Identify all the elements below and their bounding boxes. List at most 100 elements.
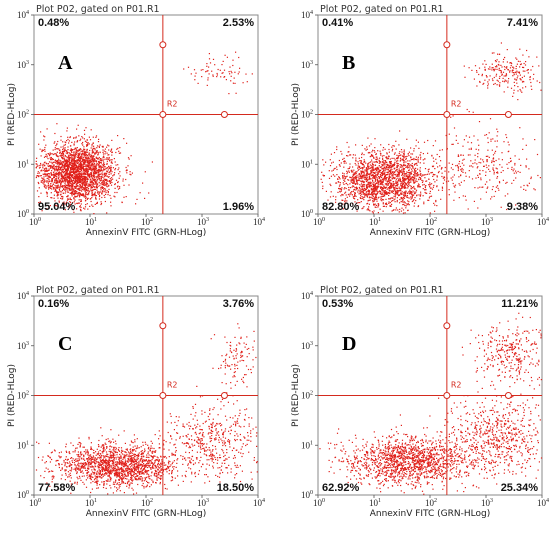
event-dot	[408, 164, 409, 165]
gate-handle[interactable]	[160, 42, 166, 48]
event-dot	[83, 187, 84, 188]
event-dot	[86, 192, 87, 193]
event-dot	[411, 179, 412, 180]
event-dot	[84, 152, 85, 153]
event-dot	[63, 148, 64, 149]
event-dot	[367, 203, 368, 204]
event-dot	[389, 161, 390, 162]
gate-handle[interactable]	[160, 112, 166, 118]
event-dot	[96, 150, 97, 151]
event-dot	[78, 135, 79, 136]
event-dot	[491, 196, 492, 197]
event-dot	[232, 60, 233, 61]
event-dot	[58, 165, 59, 166]
event-dot	[231, 71, 232, 72]
event-dot	[89, 163, 90, 164]
event-dot	[404, 191, 405, 192]
event-dot	[234, 78, 235, 79]
event-dot	[424, 184, 425, 185]
event-dot	[102, 186, 103, 187]
event-dot	[79, 181, 80, 182]
event-dot	[75, 186, 76, 187]
event-dot	[103, 168, 104, 169]
event-dot	[458, 167, 459, 168]
event-dot	[515, 155, 516, 156]
event-dot	[40, 163, 41, 164]
event-dot	[418, 179, 419, 180]
event-dot	[378, 182, 379, 183]
event-dot	[492, 64, 493, 65]
event-dot	[352, 166, 353, 167]
event-dot	[387, 164, 388, 165]
event-dot	[70, 162, 71, 163]
event-dot	[498, 190, 499, 191]
event-dot	[520, 75, 521, 76]
gate-handle[interactable]	[505, 112, 511, 118]
event-dot	[414, 175, 415, 176]
event-dot	[523, 71, 524, 72]
event-dot	[140, 192, 141, 193]
gate-handle[interactable]	[444, 112, 450, 118]
event-dot	[322, 159, 323, 160]
event-dot	[102, 172, 103, 173]
event-dot	[83, 194, 84, 195]
event-dot	[453, 183, 454, 184]
event-dot	[391, 183, 392, 184]
event-dot	[494, 153, 495, 154]
event-dot	[395, 201, 396, 202]
event-dot	[346, 188, 347, 189]
event-dot	[462, 172, 463, 173]
gate-handle[interactable]	[444, 42, 450, 48]
event-dot	[83, 171, 84, 172]
event-dot	[73, 177, 74, 178]
event-dot	[194, 79, 195, 80]
event-dot	[46, 154, 47, 155]
event-dot	[69, 181, 70, 182]
event-dot	[201, 76, 202, 77]
event-dot	[80, 139, 81, 140]
event-dot	[87, 185, 88, 186]
event-dot	[330, 159, 331, 160]
event-dot	[57, 192, 58, 193]
event-dot	[55, 145, 56, 146]
event-dot	[44, 184, 45, 185]
event-dot	[393, 174, 394, 175]
event-dot	[375, 199, 376, 200]
event-dot	[348, 170, 349, 171]
event-dot	[466, 176, 467, 177]
gate-handle[interactable]	[221, 112, 227, 118]
event-dot	[116, 180, 117, 181]
event-dot	[373, 185, 374, 186]
event-dot	[97, 191, 98, 192]
event-dot	[393, 158, 394, 159]
event-dot	[104, 191, 105, 192]
event-dot	[98, 161, 99, 162]
event-dot	[436, 180, 437, 181]
event-dot	[136, 199, 137, 200]
event-dot	[105, 180, 106, 181]
event-dot	[82, 187, 83, 188]
event-dot	[88, 193, 89, 194]
event-dot	[107, 153, 108, 154]
event-dot	[409, 172, 410, 173]
event-dot	[90, 174, 91, 175]
event-dot	[409, 176, 410, 177]
event-dot	[93, 179, 94, 180]
event-dot	[417, 165, 418, 166]
event-dot	[63, 172, 64, 173]
event-dot	[392, 200, 393, 201]
event-dot	[56, 123, 57, 124]
event-dot	[343, 167, 344, 168]
event-dot	[503, 78, 504, 79]
event-dot	[149, 466, 150, 467]
event-dot	[388, 198, 389, 199]
event-dot	[92, 162, 93, 163]
event-dot	[364, 177, 365, 178]
event-dot	[75, 156, 76, 157]
event-dot	[506, 66, 507, 67]
event-dot	[511, 160, 512, 161]
event-dot	[76, 169, 77, 170]
event-dot	[420, 173, 421, 174]
event-dot	[462, 160, 463, 161]
event-dot	[392, 210, 393, 211]
